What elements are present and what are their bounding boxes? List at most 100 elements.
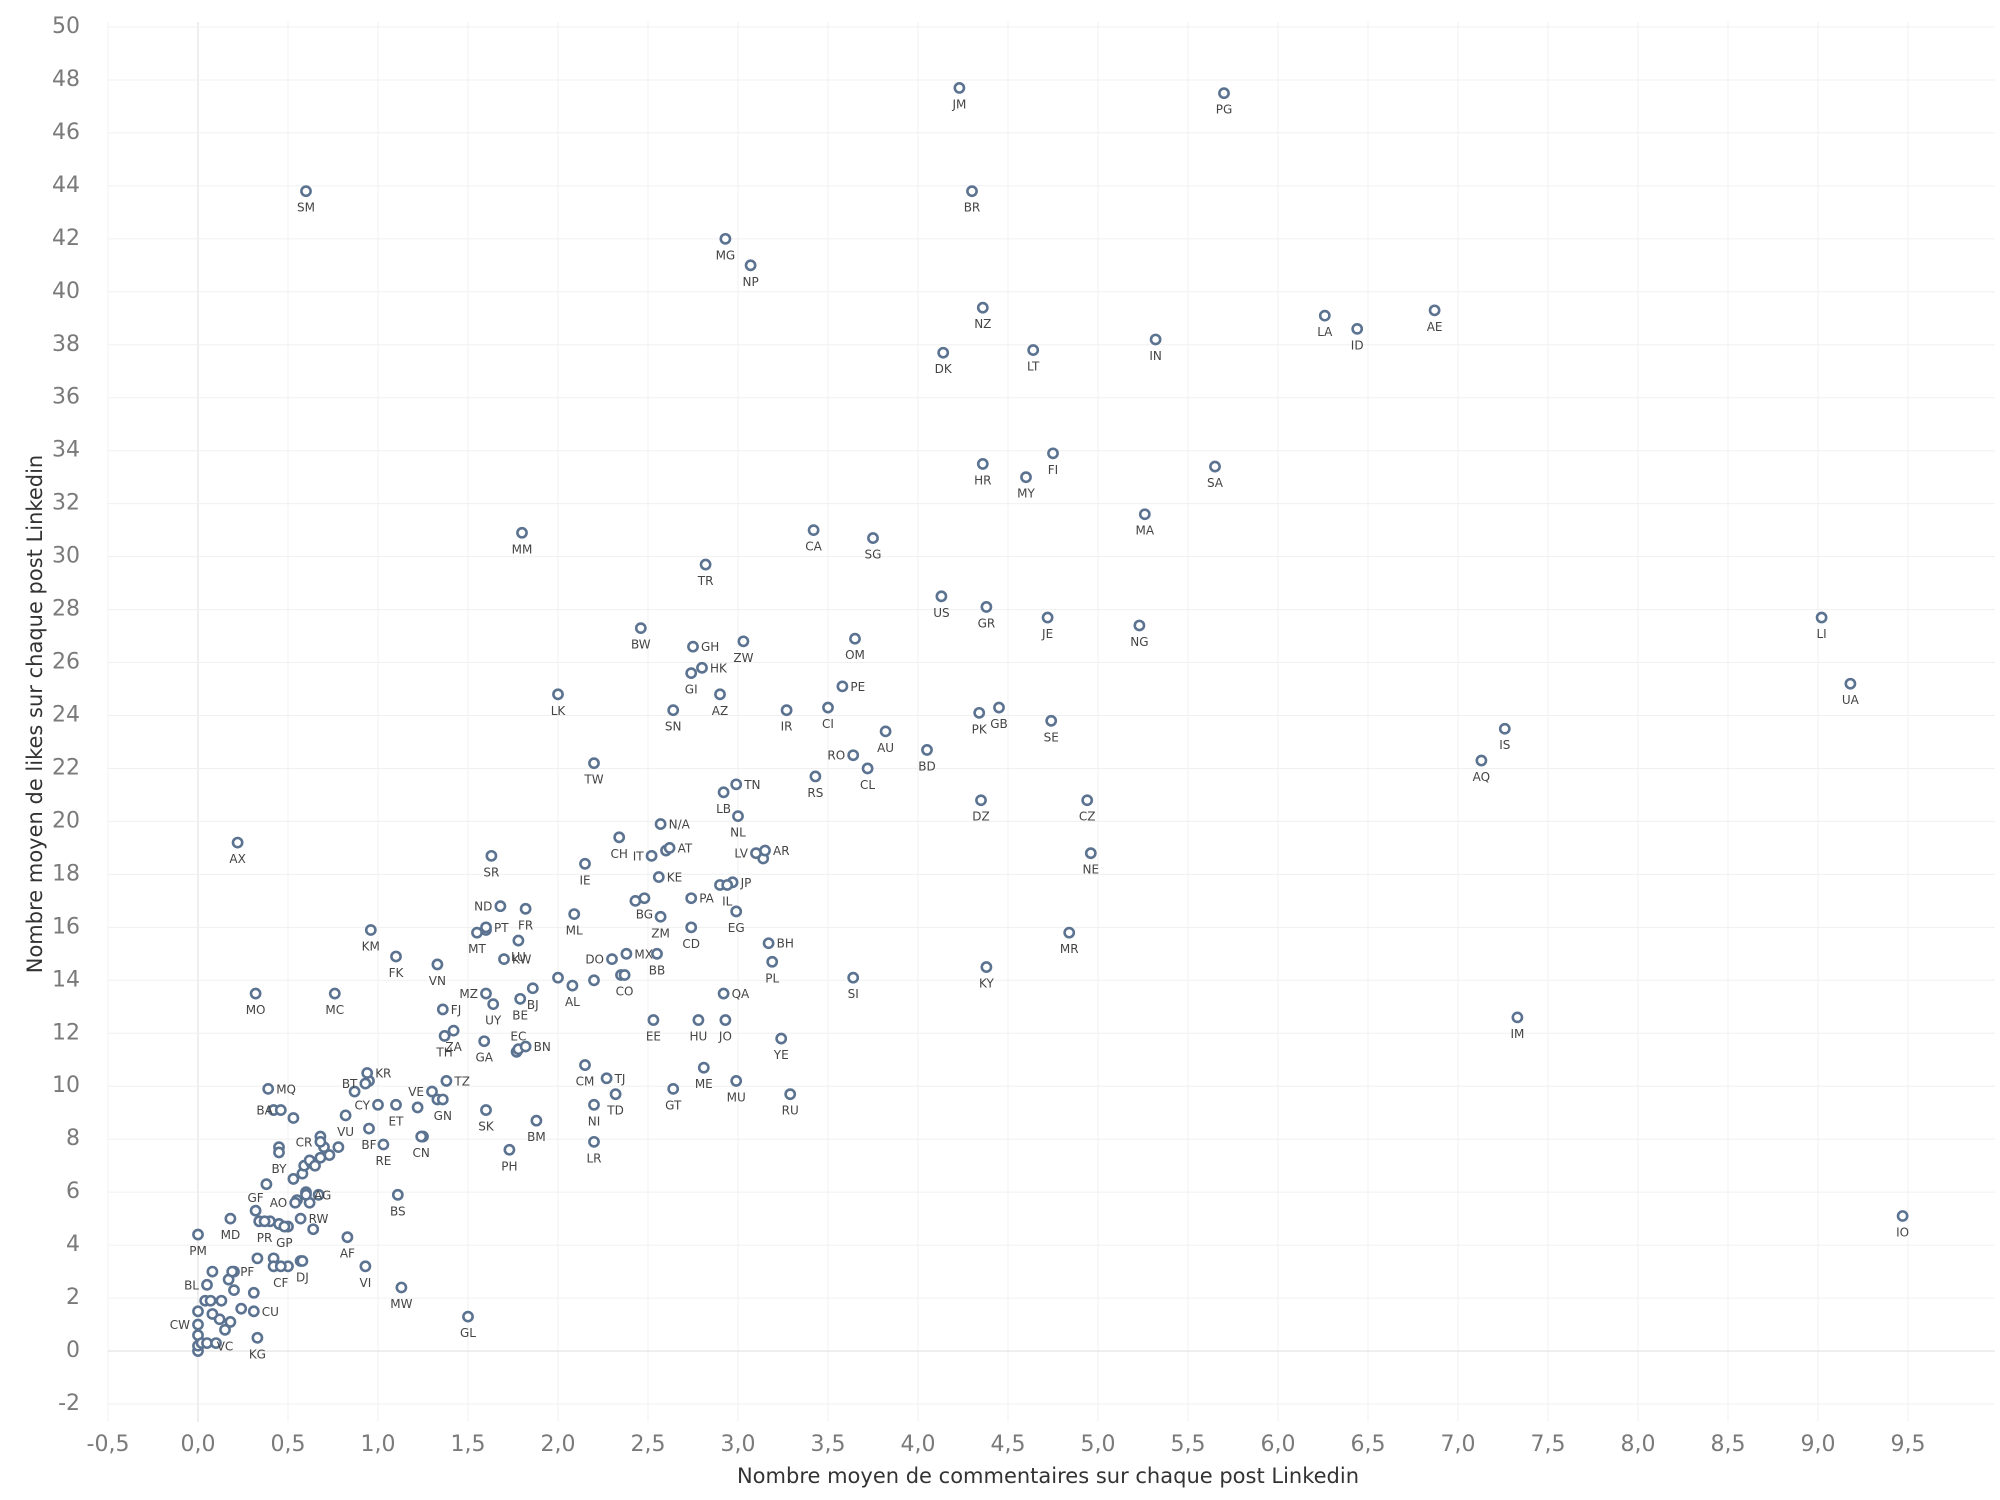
data-point-eg — [730, 905, 743, 918]
data-point-ke — [652, 871, 665, 883]
data-point-bs — [391, 1188, 404, 1201]
point-label: BH — [777, 937, 794, 951]
data-point-ye — [775, 1032, 788, 1045]
data-point-bg — [638, 892, 651, 905]
point-label: RU — [782, 1104, 799, 1118]
data-point — [307, 1223, 320, 1236]
point-label: BN — [534, 1040, 551, 1054]
point-label: PM — [189, 1244, 207, 1258]
data-point-bh — [762, 937, 775, 950]
point-label: PL — [765, 971, 779, 985]
point-label: GA — [475, 1051, 493, 1065]
data-point-my — [1020, 471, 1032, 484]
data-point — [323, 1149, 336, 1161]
data-point — [192, 1305, 204, 1318]
data-point-np — [744, 259, 757, 272]
point-label: SG — [865, 548, 882, 562]
point-label: IE — [579, 873, 590, 887]
data-point-ne — [1084, 847, 1097, 860]
x-tick-label: 2,5 — [631, 1432, 666, 1457]
point-label: MZ — [459, 987, 478, 1001]
y-tick-label: 32 — [52, 491, 80, 516]
data-point-io — [1896, 1210, 1909, 1222]
data-point-gf — [249, 1204, 262, 1217]
data-point-ir — [780, 704, 793, 717]
data-point — [348, 1085, 361, 1098]
data-point-vu — [339, 1109, 352, 1122]
x-tick-label: 3,0 — [721, 1432, 756, 1457]
point-label: PF — [240, 1265, 254, 1279]
data-point-na — [654, 818, 667, 830]
y-tick-label: 8 — [66, 1126, 80, 1151]
data-point-lr — [588, 1135, 600, 1148]
point-label: MT — [468, 942, 486, 956]
point-label: NZ — [974, 317, 991, 331]
data-point-mz — [480, 987, 492, 1000]
data-point-sr — [485, 849, 498, 862]
y-tick-label: 30 — [52, 544, 80, 569]
data-point-ve — [426, 1085, 438, 1098]
y-tick-label: 6 — [66, 1179, 80, 1204]
point-label: LR — [586, 1151, 601, 1165]
point-label: TH — [435, 1045, 452, 1059]
point-label: LV — [734, 847, 748, 861]
point-label: ME — [695, 1077, 713, 1091]
data-point-mt — [471, 926, 483, 939]
data-point-qa — [717, 987, 730, 1000]
data-point-rs — [809, 770, 822, 783]
data-point-ee — [647, 1014, 660, 1026]
point-label: VN — [429, 974, 446, 988]
y-tick-label: 44 — [52, 173, 80, 198]
data-point-cf — [274, 1260, 287, 1273]
point-label: ML — [566, 924, 583, 938]
point-label: PH — [501, 1159, 517, 1173]
data-point-li — [1815, 611, 1828, 624]
data-point-ru — [784, 1088, 797, 1101]
data-point-om — [849, 632, 861, 645]
point-label: TJ — [614, 1072, 626, 1086]
data-point-zm — [654, 910, 667, 923]
data-point-pt — [480, 921, 492, 934]
data-point-mw — [395, 1281, 408, 1294]
point-label: BY — [272, 1162, 288, 1176]
data-point-gb — [993, 701, 1005, 714]
data-point — [260, 1178, 273, 1191]
data-point-cr — [314, 1135, 327, 1148]
data-point-dk — [937, 346, 950, 359]
data-point-id — [1351, 322, 1364, 335]
data-point — [287, 1173, 300, 1185]
point-label: TD — [606, 1104, 624, 1118]
data-point-dz — [975, 794, 987, 807]
point-label: GR — [978, 616, 996, 630]
data-point-fi — [1047, 447, 1059, 460]
point-label: MQ — [276, 1082, 296, 1096]
point-label: LU — [511, 950, 526, 964]
data-point — [224, 1316, 237, 1328]
data-point-kg — [251, 1331, 264, 1344]
point-label: KG — [249, 1347, 266, 1361]
data-point-dj — [296, 1255, 309, 1267]
data-point-pk — [973, 706, 986, 719]
data-point-ch — [613, 831, 626, 844]
point-label: KW — [512, 953, 531, 967]
point-label: AZ — [712, 704, 728, 718]
point-label: KY — [979, 977, 994, 991]
data-point-bd — [921, 744, 933, 756]
data-point-sg — [867, 532, 879, 544]
data-point-gi — [685, 667, 698, 680]
data-point-ua — [1844, 677, 1857, 690]
data-point-za — [447, 1024, 460, 1037]
data-point-bb — [651, 947, 663, 960]
point-label: GP — [276, 1236, 293, 1250]
data-point-pf — [226, 1265, 239, 1278]
point-label: IO — [1896, 1225, 1909, 1239]
y-tick-label: 12 — [52, 1020, 80, 1045]
data-point-lu — [512, 934, 525, 947]
data-point-hk — [696, 661, 708, 674]
point-label: RS — [807, 786, 823, 800]
data-point-ky — [980, 961, 993, 973]
data-point-sm — [300, 185, 312, 198]
data-point-au — [879, 725, 892, 738]
point-label: BA — [256, 1104, 273, 1118]
